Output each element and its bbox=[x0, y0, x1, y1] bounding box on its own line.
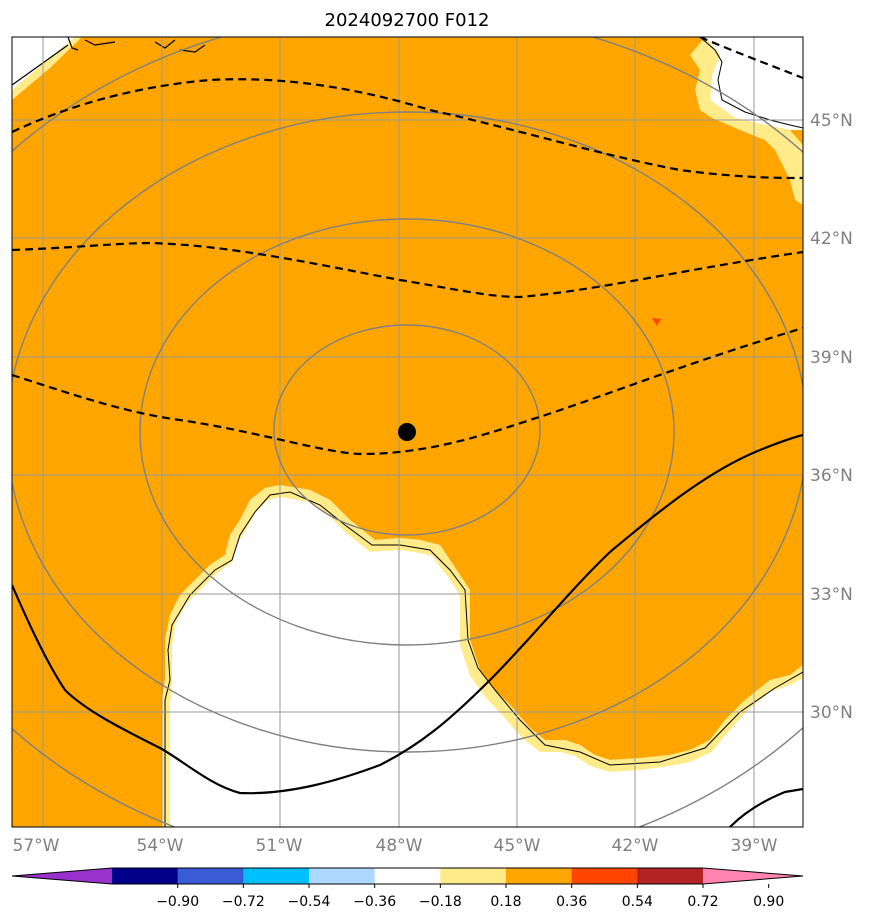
colorbar: −0.90 −0.72 −0.54 −0.36 −0.18 0.18 0.36 0.54 0.7… bbox=[11, 867, 804, 910]
y-tick-label: 42°N bbox=[810, 229, 853, 249]
solid-contours bbox=[12, 433, 803, 827]
corner-white-region bbox=[12, 37, 75, 90]
y-tick-label: 33°N bbox=[810, 585, 853, 605]
x-tick-label: 42°W bbox=[612, 836, 659, 856]
colorbar-segment bbox=[309, 868, 376, 884]
coastline-northeast bbox=[699, 37, 803, 129]
landmass-white bbox=[170, 497, 803, 827]
dashed-contour-1 bbox=[12, 78, 803, 180]
colorbar-segment bbox=[374, 868, 441, 884]
dashed-contour-3 bbox=[12, 326, 803, 456]
colorbar-tick-label: 0.72 bbox=[687, 894, 718, 910]
colorbar-outline bbox=[11, 867, 804, 885]
range-ring-1 bbox=[273, 324, 541, 536]
chart-title: 2024092700 F012 bbox=[325, 10, 490, 31]
x-tick-label: 54°W bbox=[137, 836, 184, 856]
colorbar-tick-label: −0.18 bbox=[419, 894, 462, 910]
colorbar-tick-label: −0.72 bbox=[222, 894, 265, 910]
colorbar-tick-label: 0.36 bbox=[556, 894, 587, 910]
range-ring-2 bbox=[139, 218, 675, 646]
y-tick-label: 30°N bbox=[810, 703, 853, 723]
colorbar-tick-label: 0.54 bbox=[622, 894, 653, 910]
center-marker bbox=[398, 423, 416, 441]
dashed-contours bbox=[12, 37, 803, 456]
colorbar-segment bbox=[506, 868, 573, 884]
red-cell-marker bbox=[652, 318, 661, 326]
dashed-contour-2 bbox=[12, 241, 803, 299]
range-rings bbox=[12, 37, 803, 827]
colorbar-segment bbox=[112, 868, 179, 884]
colorbar-extend-max bbox=[703, 868, 803, 884]
colorbar-tick-label: −0.36 bbox=[353, 894, 396, 910]
solid-contour-1 bbox=[12, 433, 803, 795]
x-tick-label: 45°W bbox=[494, 836, 541, 856]
colorbar-segment bbox=[571, 868, 638, 884]
coastline-northwest bbox=[12, 37, 206, 86]
upper-right-fringe-region bbox=[690, 37, 803, 205]
colorbar-tick-label: 0.90 bbox=[753, 894, 784, 910]
colorbar-segment bbox=[177, 868, 244, 884]
y-tick-labels: 45°N 42°N 39°N 36°N 33°N 30°N bbox=[810, 111, 853, 723]
x-tick-label: 51°W bbox=[256, 836, 303, 856]
range-ring-3 bbox=[12, 111, 803, 753]
colorbar-tick-label: −0.54 bbox=[288, 894, 331, 910]
colorbar-segment bbox=[440, 868, 507, 884]
corner-fringe-region bbox=[12, 37, 82, 100]
colorbar-tick-label: 0.18 bbox=[490, 894, 521, 910]
coastline bbox=[164, 491, 803, 827]
x-tick-label: 57°W bbox=[13, 836, 60, 856]
x-tick-label: 48°W bbox=[376, 836, 423, 856]
x-tick-label: 39°W bbox=[731, 836, 778, 856]
y-tick-label: 39°N bbox=[810, 348, 853, 368]
colorbar-extend-min bbox=[12, 868, 112, 884]
y-tick-label: 45°N bbox=[810, 111, 853, 131]
colorbar-segment bbox=[637, 868, 704, 884]
colorbar-segment bbox=[243, 868, 310, 884]
x-tick-labels: 57°W 54°W 51°W 48°W 45°W 42°W 39°W bbox=[13, 836, 778, 856]
solid-contour-2 bbox=[729, 787, 803, 827]
y-tick-label: 36°N bbox=[810, 466, 853, 486]
dashed-contour-4 bbox=[699, 37, 803, 80]
colorbar-tick-label: −0.90 bbox=[156, 894, 199, 910]
map-plot-area bbox=[12, 37, 803, 827]
plot-frame bbox=[11, 36, 804, 828]
